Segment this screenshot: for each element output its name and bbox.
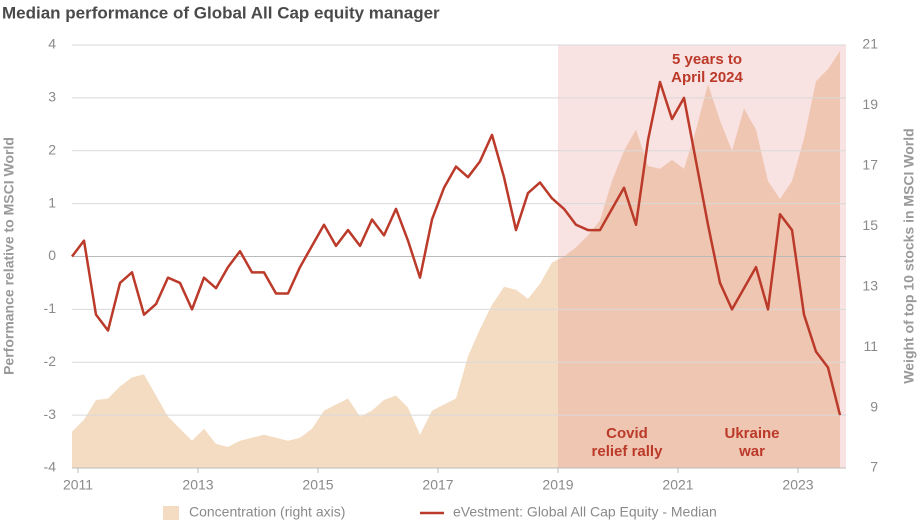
x-tick-label: 2019 [542,477,573,493]
legend-label: eVestment: Global All Cap Equity - Media… [453,504,717,520]
y2-tick-label: 7 [870,459,878,475]
y-tick-label: 2 [48,141,56,157]
x-tick-label: 2011 [63,477,93,493]
x-tick-label: 2017 [422,477,453,493]
legend-label: Concentration (right axis) [189,504,345,520]
y2-tick-label: 21 [862,36,878,52]
y2-tick-label: 15 [862,217,878,233]
y-tick-label: -3 [44,406,57,422]
y-tick-label: 4 [48,36,56,52]
y2-tick-label: 13 [862,277,878,293]
y-tick-label: 3 [48,89,56,105]
y2-tick-label: 17 [862,157,878,173]
y-axis-label: Performance relative to MSCI World [1,137,17,375]
y-tick-label: 1 [48,194,56,210]
y2-tick-label: 11 [863,338,878,354]
x-tick-label: 2023 [782,477,813,493]
chart-title: Median performance of Global All Cap equ… [2,3,440,22]
y2-tick-label: 9 [870,398,878,414]
x-tick-label: 2015 [302,477,333,493]
y2-axis-label: Weight of top 10 stocks in MSCI World [901,128,917,383]
annotation: relief rally [592,443,664,460]
y2-tick-label: 19 [862,96,878,112]
annotation: war [738,443,765,460]
y-tick-label: 0 [48,247,56,263]
y-tick-label: -1 [44,300,57,316]
x-tick-label: 2013 [182,477,213,493]
y-tick-label: -4 [44,459,57,475]
annotation: Covid [606,425,648,442]
annotation: Ukraine [724,425,779,442]
legend-swatch [163,506,179,520]
annotation: 5 years to [672,51,742,68]
annotation: April 2024 [671,69,743,86]
x-tick-label: 2021 [662,477,693,493]
concentration-area [72,51,840,469]
y-tick-label: -2 [44,353,57,369]
performance-line [71,80,842,416]
